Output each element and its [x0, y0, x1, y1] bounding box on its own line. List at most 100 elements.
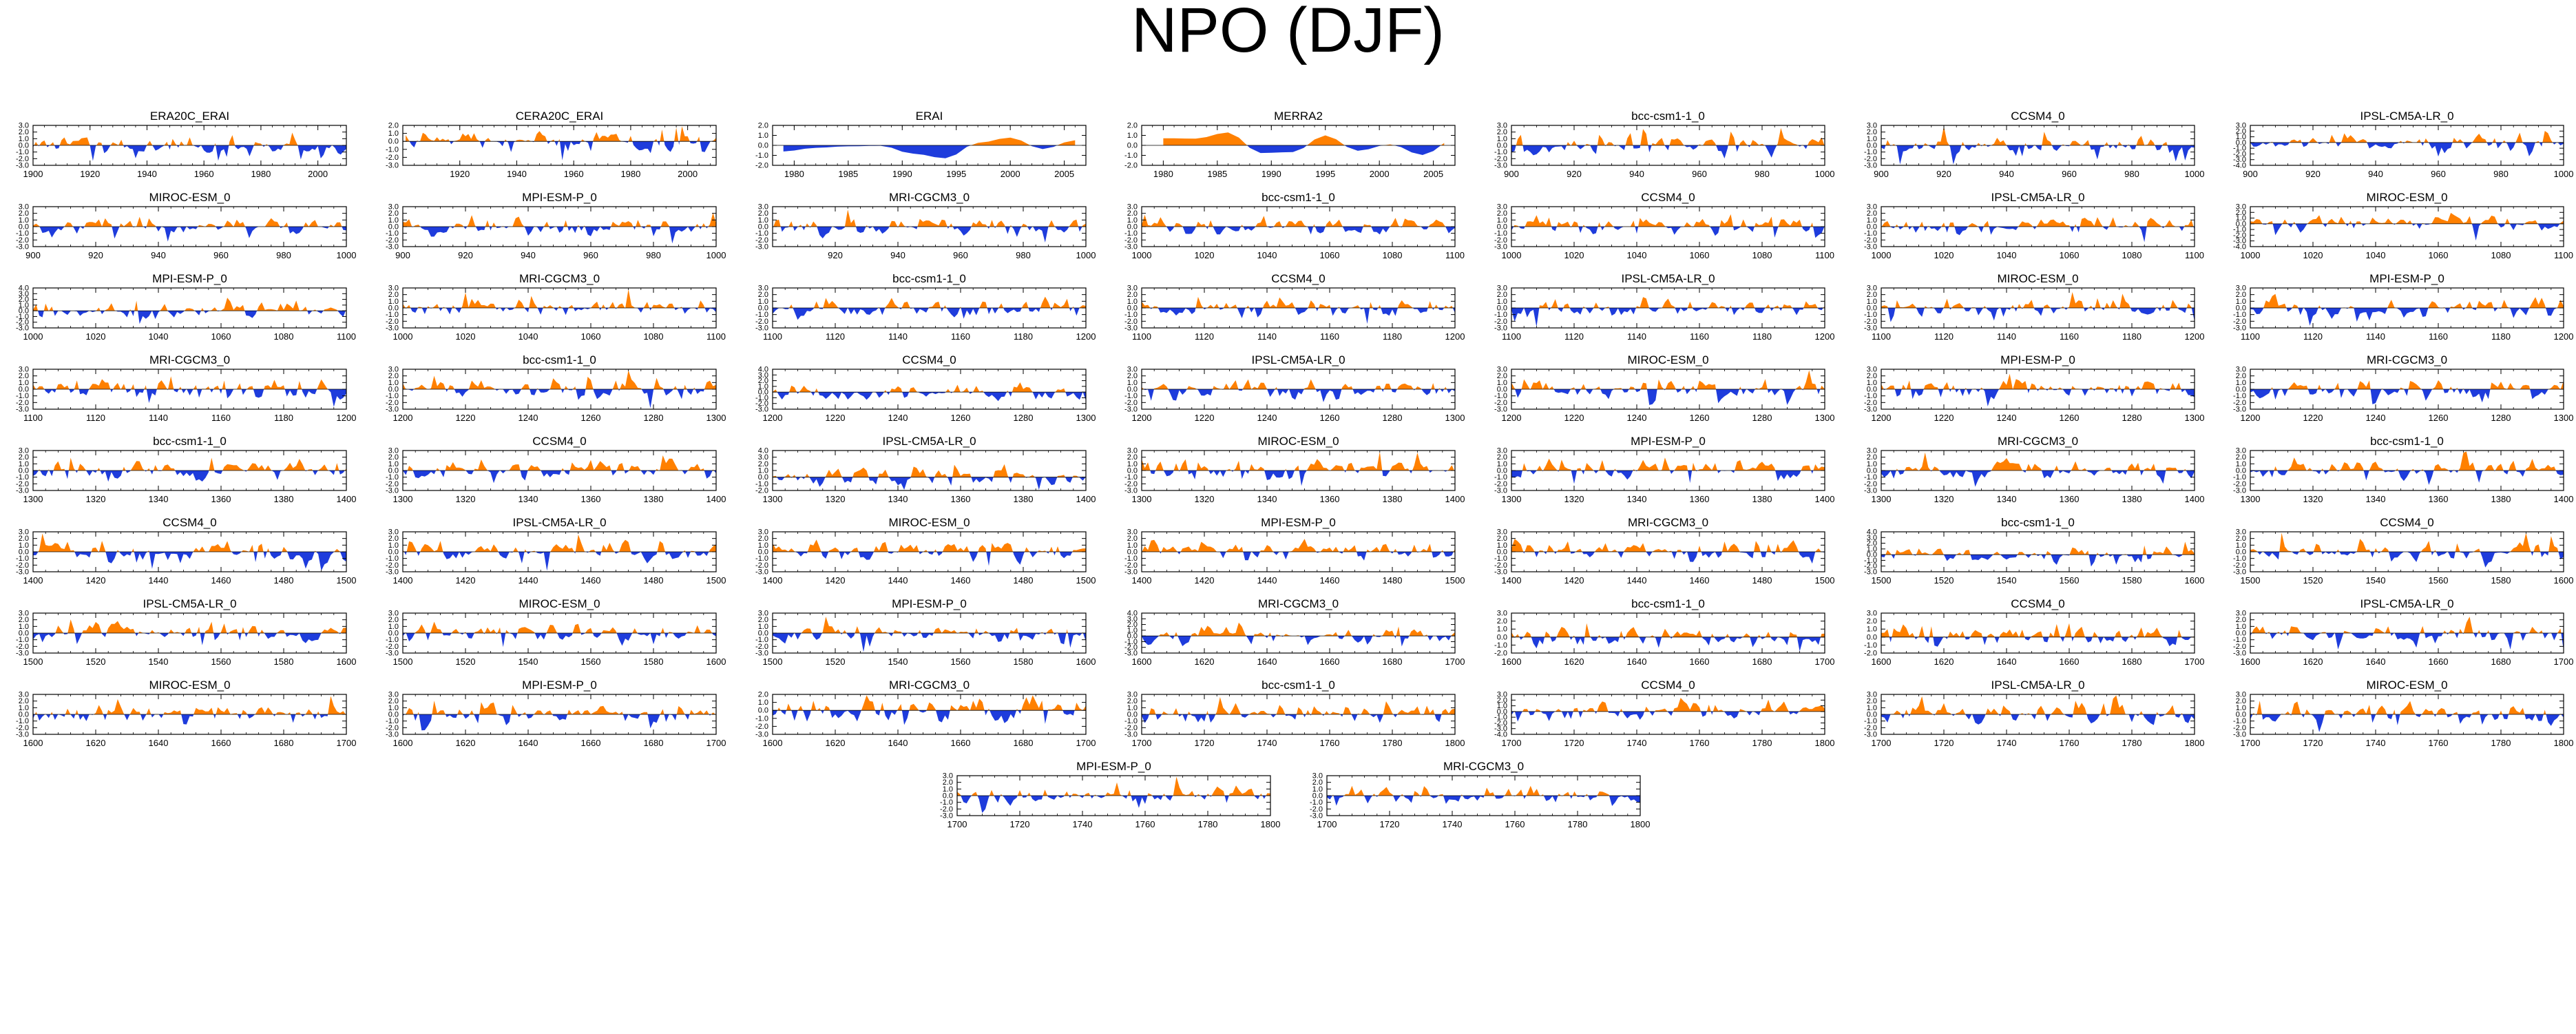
x-tick-label: 1380: [1383, 494, 1403, 504]
x-tick-label: 1320: [1195, 494, 1215, 504]
x-tick-label: 1340: [1627, 494, 1647, 504]
y-tick-label: 1.0: [19, 541, 29, 550]
x-tick-label: 1600: [1872, 656, 1892, 667]
x-tick-label: 1240: [1257, 413, 1277, 423]
x-tick-label: 1520: [826, 656, 846, 667]
y-tick-label: -2.0: [2233, 231, 2246, 240]
x-tick-label: 900: [1874, 169, 1889, 179]
panel-3: ERAI 2.0 1.0 0.0 -1.0 -2.0 1980 1985 1990 1995 200…: [755, 110, 1087, 179]
x-tick-label: 940: [1629, 169, 1644, 179]
y-tick-label: 0.0: [2236, 467, 2246, 475]
y-tick-label: 2.0: [1867, 291, 1877, 299]
x-tick-label: 1300: [2554, 413, 2574, 423]
x-tick-label: 920: [2305, 169, 2321, 179]
panel-frame: [772, 694, 1087, 735]
y-tick-label: 1.0: [2236, 623, 2246, 631]
x-tick-label: 2000: [1370, 169, 1390, 179]
panel-41: bcc-csm1-1_04.03.02.01.00.0-1.0-2.0-3.01…: [1864, 516, 2204, 586]
panel-15: MPI-ESM-P_04.03.02.01.00.0-1.0-2.0-3.010…: [16, 272, 356, 342]
x-tick-label: 940: [521, 250, 536, 260]
x-tick-label: 1200: [763, 413, 783, 423]
negative-anomaly-area: [1163, 145, 1445, 155]
y-tick-label: 3.0: [388, 528, 399, 537]
panel-31: IPSL-CM5A-LR_0 4.03.02.01.00.0-1.0-2.0130…: [755, 435, 1096, 504]
panel-frame: [1511, 612, 1825, 654]
y-tick-label: -1.0: [16, 313, 29, 321]
x-tick-label: 1240: [2366, 413, 2386, 423]
x-tick-label: 1140: [1257, 331, 1277, 342]
y-tick-label: 0.0: [19, 630, 29, 638]
y-tick-label: -3.0: [16, 650, 29, 658]
x-tick-label: 980: [646, 250, 661, 260]
negative-anomaly-area: [2250, 308, 2564, 326]
y-tick-label: 2.0: [19, 209, 29, 218]
x-tick-label: 1580: [274, 656, 294, 667]
x-tick-label: 1580: [1014, 656, 1034, 667]
positive-anomaly-area: [403, 370, 716, 389]
negative-anomaly-area: [33, 633, 346, 645]
panel-title: MRI-CGCM3_0: [2367, 353, 2447, 366]
y-tick-label: 0.0: [1497, 142, 1507, 150]
y-tick-label: -2.0: [1124, 561, 1138, 570]
y-tick-label: -3.0: [1124, 324, 1138, 333]
x-tick-label: 1180: [1014, 331, 1033, 342]
y-tick-label: 1.0: [1127, 216, 1138, 225]
positive-anomaly-area: [773, 209, 1086, 227]
x-tick-label: 1280: [1752, 413, 1772, 423]
y-tick-label: -3.0: [2233, 237, 2246, 245]
y-tick-label: -2.0: [16, 480, 29, 488]
x-tick-label: 900: [1504, 169, 1519, 179]
y-tick-label: 2.0: [1127, 535, 1138, 543]
x-tick-label: 1620: [1934, 656, 1954, 667]
negative-anomaly-area: [406, 141, 716, 161]
y-tick-label: -3.0: [1864, 162, 1877, 170]
positive-anomaly-area: [1511, 214, 1825, 227]
x-tick-label: 1680: [2122, 656, 2142, 667]
y-tick-label: -2.0: [1494, 480, 1507, 488]
y-tick-label: 1.0: [388, 704, 399, 712]
positive-anomaly-area: [1511, 127, 1825, 145]
y-tick-label: 0.0: [1127, 386, 1138, 394]
y-tick-label: -2.0: [755, 487, 768, 495]
x-tick-label: 1420: [86, 575, 106, 586]
y-tick-label: -3.0: [386, 162, 399, 170]
x-tick-label: 1680: [1383, 656, 1403, 667]
negative-anomaly-area: [2250, 552, 2564, 568]
panel-title: MRI-CGCM3_0: [149, 353, 230, 366]
panel-title: CCSM4_0: [902, 353, 956, 366]
y-tick-label: -3.0: [2233, 487, 2246, 495]
panel-title: MRI-CGCM3_0: [1628, 516, 1708, 529]
y-tick-label: 1.0: [758, 382, 768, 391]
y-tick-label: 1.0: [2236, 133, 2246, 141]
y-tick-label: 0.0: [388, 386, 399, 394]
x-tick-label: 1300: [1445, 413, 1465, 423]
y-tick-label: 3.0: [2236, 610, 2246, 618]
y-tick-label: -3.0: [16, 324, 29, 333]
y-tick-label: 1.0: [1867, 379, 1877, 387]
x-tick-label: 1320: [826, 494, 846, 504]
y-tick-label: -3.0: [1124, 406, 1138, 414]
panel-title: ERA20C_ERAI: [150, 110, 229, 123]
y-tick-label: -2.0: [1864, 399, 1877, 407]
y-tick-label: -3.0: [2233, 324, 2246, 333]
y-tick-label: -1.0: [1124, 392, 1138, 400]
y-tick-label: 1.0: [388, 216, 399, 225]
y-tick-label: 0.0: [1127, 548, 1138, 557]
y-tick-label: -3.0: [16, 243, 29, 251]
x-tick-label: 1120: [86, 413, 105, 423]
x-tick-label: 1000: [706, 250, 726, 260]
y-tick-label: -2.0: [16, 155, 29, 163]
y-tick-label: -2.0: [2233, 318, 2246, 326]
y-tick-label: -2.0: [755, 318, 768, 326]
panel-4: MERRA2 2.0 1.0 0.0 -1.0 -2.0 1980 1985 1990 1995 2…: [1124, 110, 1456, 179]
x-tick-label: 1620: [2303, 656, 2323, 667]
y-tick-label: -2.0: [1494, 650, 1507, 658]
negative-anomaly-area: [1881, 145, 2195, 165]
y-tick-label: 3.0: [758, 528, 768, 537]
y-tick-label: 2.0: [19, 616, 29, 624]
panel-title: IPSL-CM5A-LR_0: [1991, 191, 2084, 204]
x-tick-label: 1360: [1690, 494, 1710, 504]
panel-title: MPI-ESM-P_0: [152, 272, 227, 285]
